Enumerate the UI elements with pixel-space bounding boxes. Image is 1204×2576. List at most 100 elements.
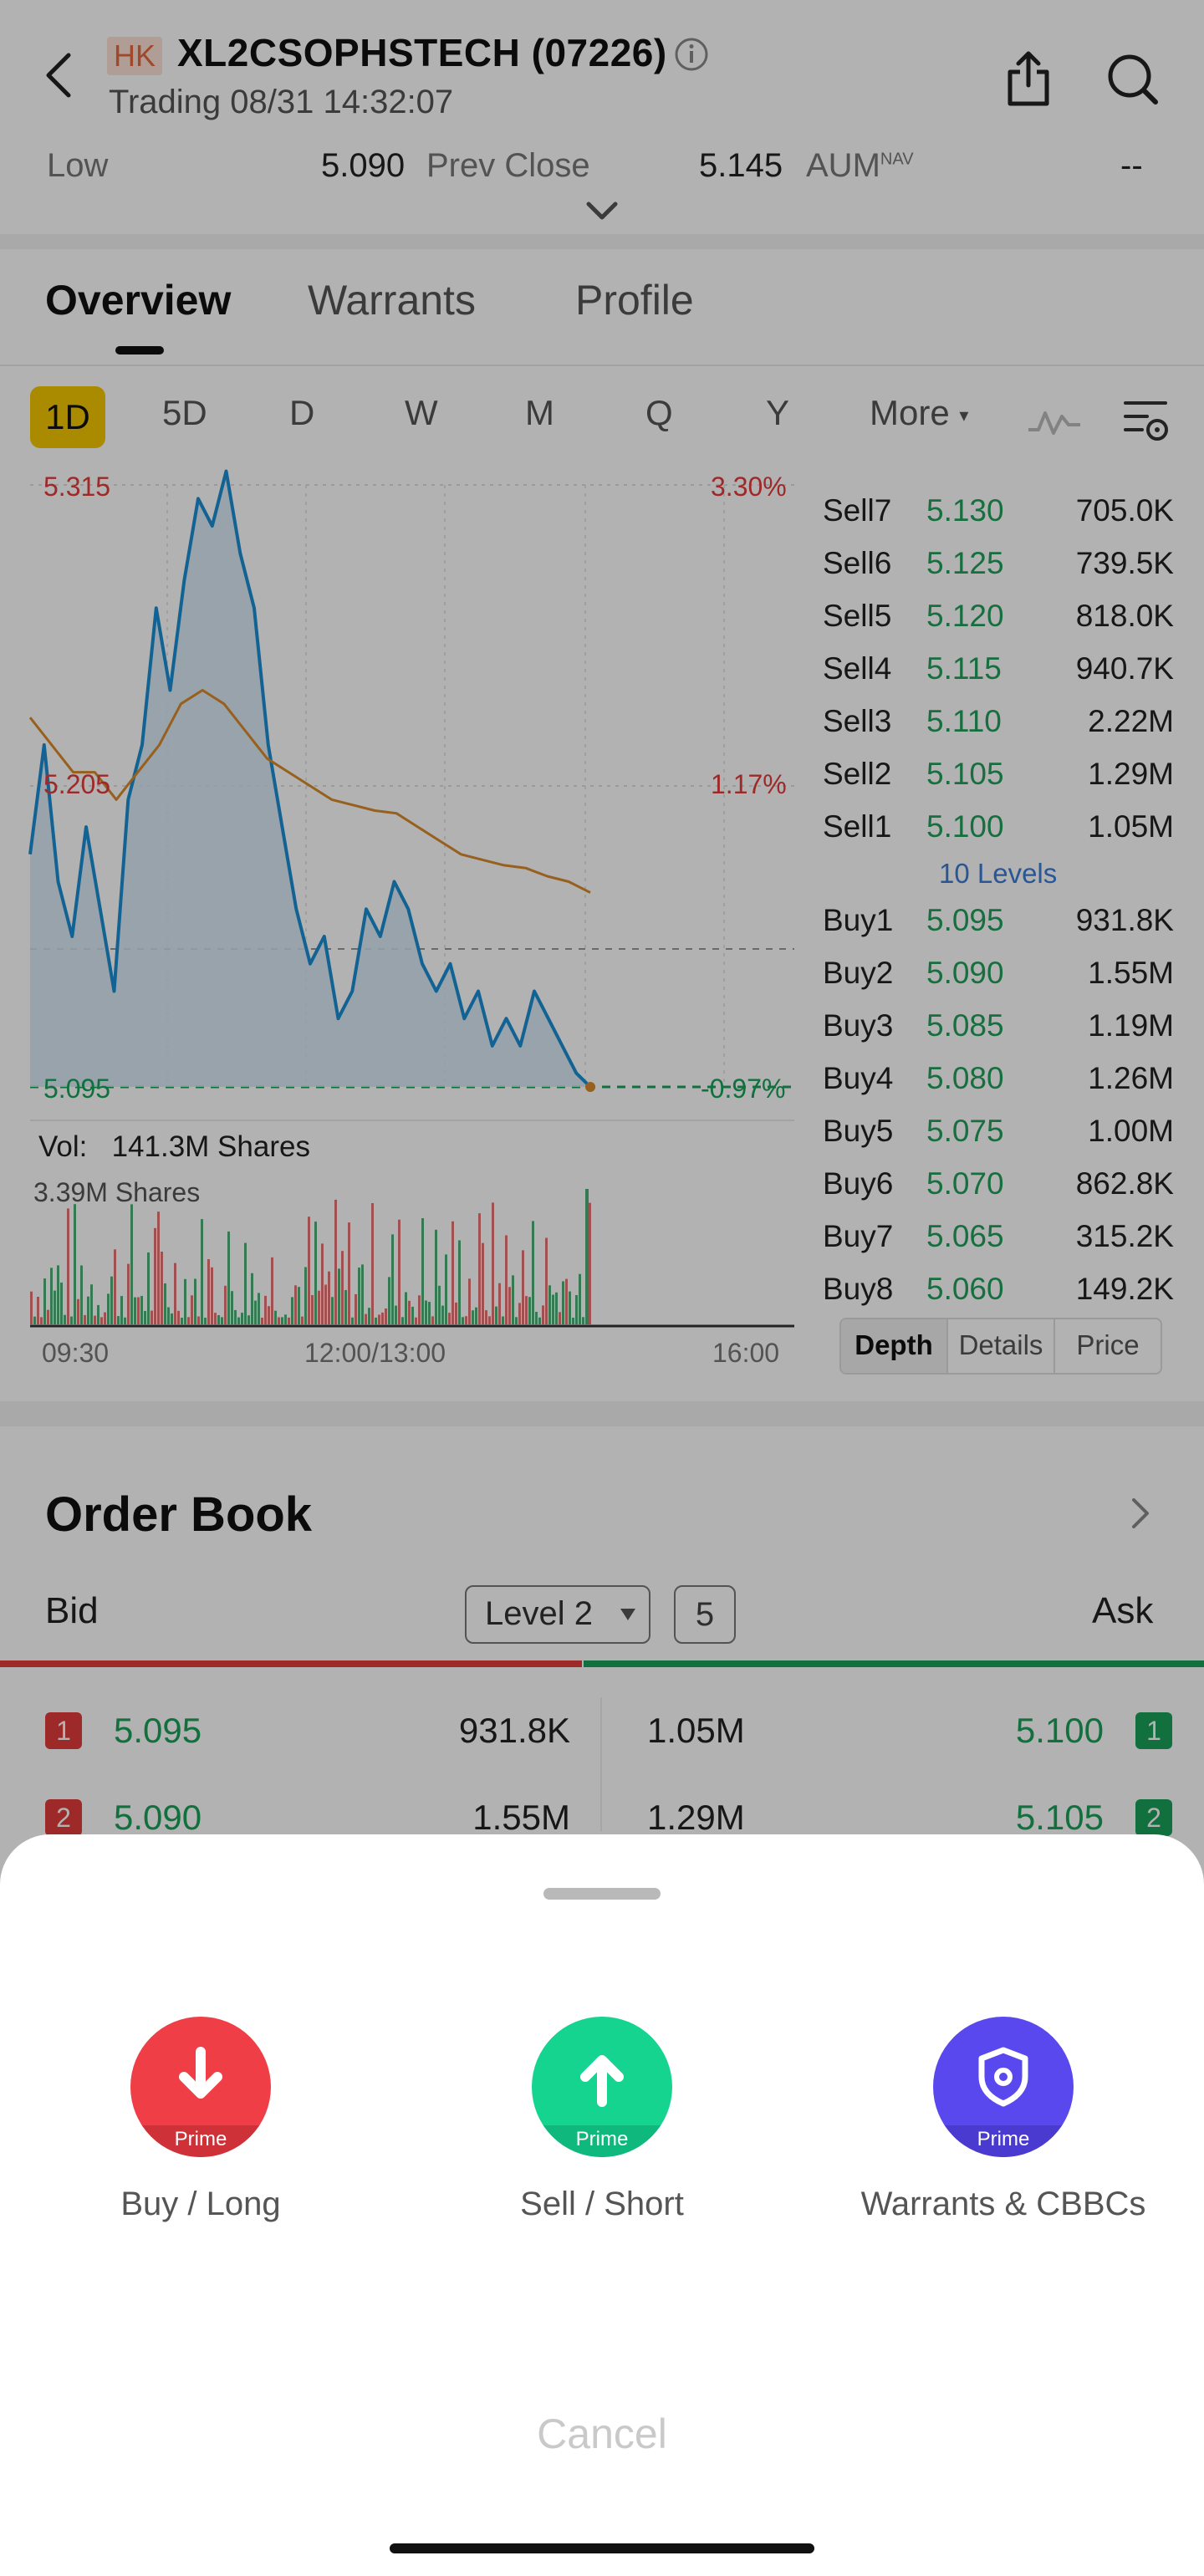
info-icon[interactable] (674, 37, 709, 72)
depth-label: Buy1 (823, 903, 894, 937)
cancel-button[interactable]: Cancel (537, 2410, 667, 2457)
period-m[interactable]: M (525, 393, 554, 432)
prime-badge: Prime (130, 2125, 271, 2157)
volume-bar (114, 1249, 116, 1324)
price-line (28, 469, 592, 1089)
period-5d[interactable]: 5D (162, 393, 207, 432)
tab-warrants[interactable]: Warrants (308, 277, 476, 324)
level-select[interactable]: Level 2 (465, 1585, 650, 1644)
volume-bar (197, 1316, 200, 1324)
volume-bar (134, 1297, 136, 1324)
period-q[interactable]: Q (645, 393, 673, 432)
volume-bar (127, 1263, 130, 1324)
depth-tab-price[interactable]: Price (1076, 1329, 1140, 1360)
volume-bar (344, 1290, 347, 1324)
depth-tab-depth[interactable]: Depth (841, 1319, 948, 1373)
volume-bar (60, 1283, 63, 1324)
price-low-label: 5.095 (43, 1074, 111, 1104)
depth-volume: 818.0K (1075, 599, 1174, 633)
volume-bar (355, 1293, 357, 1324)
volume-bar (87, 1296, 89, 1324)
volume-bar (465, 1316, 467, 1324)
volume-bar (411, 1306, 414, 1324)
price-area-fill (30, 471, 590, 1087)
ask-price: 5.105 (1015, 1798, 1104, 1837)
volume-bar (147, 1252, 150, 1324)
depth-buy-row: Buy2 5.090 1.55M (823, 956, 1174, 1006)
volume-bar (54, 1290, 56, 1324)
ask-level-badge: 1 (1135, 1712, 1172, 1749)
volume-bar (57, 1265, 59, 1324)
volume-bar (545, 1237, 548, 1324)
volume-bar (30, 1291, 33, 1324)
sheet-handle[interactable] (543, 1888, 661, 1900)
intraday-chart[interactable]: 5.315 3.30% 5.205 1.17% 5.095 -0.97% Vol… (0, 468, 803, 1396)
volume-bar (298, 1287, 300, 1324)
volume-bar (70, 1316, 73, 1324)
bid-volume: 931.8K (458, 1711, 570, 1750)
warrants-cbbcs-button[interactable]: Prime (933, 2017, 1074, 2157)
volume-bar (475, 1307, 477, 1324)
volume-bar (284, 1314, 287, 1324)
search-icon[interactable] (1105, 52, 1161, 107)
period-1d[interactable]: 1D (30, 386, 105, 448)
volume-bar (378, 1314, 380, 1324)
indicator-icon[interactable] (1027, 405, 1082, 438)
volume-bar (408, 1300, 411, 1324)
home-indicator[interactable] (390, 2543, 814, 2553)
volume-bar (415, 1317, 417, 1324)
depth-label: Buy7 (823, 1219, 894, 1253)
volume-bar (33, 1316, 36, 1324)
dropdown-arrow-icon (620, 1609, 635, 1620)
volume-max-label: 3.39M Shares (33, 1177, 201, 1207)
depth-volume: 315.2K (1075, 1219, 1174, 1253)
sell-short-button[interactable]: Prime (532, 2017, 672, 2157)
depth-buy-row: Buy7 5.065 315.2K (823, 1219, 1174, 1269)
back-icon[interactable] (40, 50, 77, 100)
depth-sell-row: Sell2 5.105 1.29M (823, 757, 1174, 807)
volume-bar (538, 1317, 541, 1324)
period-y[interactable]: Y (766, 393, 790, 432)
depth-count-button[interactable]: 5 (674, 1585, 736, 1644)
depth-price: 5.085 (926, 1008, 1004, 1043)
shield-icon (978, 2047, 1028, 2107)
volume-bar (107, 1293, 110, 1324)
volume-bar (171, 1313, 173, 1324)
period-d[interactable]: D (289, 393, 315, 432)
tab-overview[interactable]: Overview (45, 277, 232, 324)
volume-bar (231, 1291, 233, 1324)
depth-volume: 1.05M (1088, 809, 1174, 844)
x-label-midday: 12:00/13:00 (304, 1338, 446, 1368)
price-chart-svg (28, 469, 794, 1328)
volume-bar (217, 1315, 220, 1324)
aum-sup: NAV (880, 150, 914, 169)
volume-bar (385, 1308, 387, 1324)
depth-sell-row: Sell4 5.115 940.7K (823, 651, 1174, 701)
volume-bar (572, 1318, 574, 1324)
pct-mid-label: 1.17% (711, 769, 787, 799)
period-more[interactable]: More ▾ (870, 393, 968, 433)
volume-bar (488, 1316, 491, 1324)
chart-settings-icon[interactable] (1122, 398, 1172, 445)
depth-price: 5.070 (926, 1166, 1004, 1201)
depth-label: Buy8 (823, 1272, 894, 1306)
ten-levels-link[interactable]: 10 Levels (939, 858, 1058, 889)
depth-tab-details[interactable]: Details (948, 1319, 1055, 1373)
volume-bar (532, 1221, 534, 1324)
volume-bar (458, 1240, 461, 1324)
volume-bar (431, 1316, 434, 1324)
share-icon[interactable] (1003, 50, 1054, 109)
expand-chevron-icon[interactable] (585, 201, 619, 222)
depth-volume: 739.5K (1075, 546, 1174, 580)
chevron-right-icon[interactable] (1130, 1497, 1150, 1530)
volume-bar (181, 1318, 183, 1324)
buy-long-button[interactable]: Prime (130, 2017, 271, 2157)
volume-bar (207, 1259, 210, 1324)
volume-bar (351, 1317, 354, 1324)
volume-label: Vol: 141.3M Shares (38, 1130, 310, 1164)
period-w[interactable]: W (405, 393, 438, 432)
tab-profile[interactable]: Profile (575, 277, 694, 324)
volume-bar (268, 1306, 270, 1324)
depth-sell-row: Sell6 5.125 739.5K (823, 546, 1174, 596)
volume-bar (140, 1296, 143, 1324)
